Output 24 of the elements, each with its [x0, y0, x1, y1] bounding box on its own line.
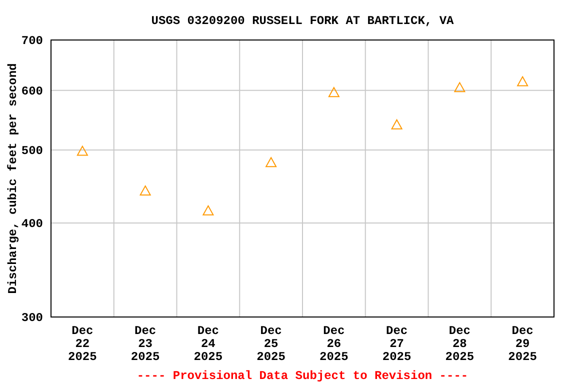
point	[517, 76, 528, 86]
x-tick-label: Dec 25 2025	[256, 324, 286, 364]
y-tick-label: 300	[21, 311, 43, 325]
x-tick-label: Dec 29 2025	[508, 324, 537, 364]
y-tick-label: 500	[21, 144, 43, 158]
y-tick-label: 400	[21, 216, 43, 231]
chart-title: USGS 03209200 RUSSELL FORK AT BARTLICK, VA	[151, 14, 455, 28]
point	[202, 205, 214, 216]
y-tick-label: 600	[21, 84, 43, 98]
point	[328, 87, 340, 98]
x-tick-label: Dec 27 2025	[382, 324, 412, 364]
point	[140, 186, 151, 196]
x-tick-label: Dec 22 2025	[68, 324, 97, 364]
y-axis-title: Discharge, cubic feet per second	[6, 63, 20, 294]
point	[266, 157, 277, 168]
point	[76, 146, 88, 156]
x-tick-label: Dec 23 2025	[130, 324, 160, 364]
x-tick-label: Dec 28 2025	[445, 324, 474, 364]
x-tick-label: Dec 26 2025	[320, 324, 348, 364]
x-tick-label: Dec 24 2025	[194, 324, 223, 364]
y-tick-label: 700	[21, 34, 43, 48]
point	[454, 82, 466, 92]
text: ---- Provisional Data Subject to Revision ----	[136, 369, 468, 383]
point	[391, 119, 402, 130]
